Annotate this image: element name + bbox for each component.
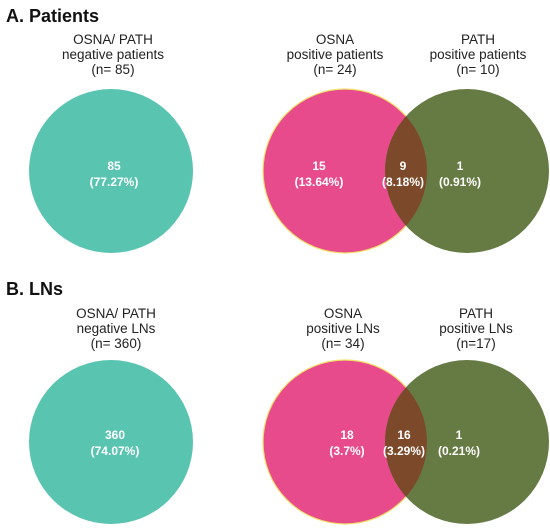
panel-a-path-label: PATH positive patients (n= 10): [430, 32, 527, 77]
label-line: OSNA/ PATH: [73, 32, 153, 47]
label-line: positive patients: [429, 47, 527, 62]
panel-a-negative-value: 85: [107, 159, 121, 173]
panel-a-osna-value: 15: [312, 159, 326, 173]
panel-b-path-label: PATH positive LNs (n=17): [439, 306, 513, 351]
label-line: OSNA: [323, 306, 363, 321]
panel-a-overlap-value: 9: [400, 159, 407, 173]
panel-a-negative-percent: (77.27%): [90, 175, 139, 189]
panel-a-osna-label: OSNA positive patients (n= 24): [287, 32, 384, 77]
label-line: OSNA/ PATH: [76, 306, 156, 321]
panel-b-negative-label: OSNA/ PATH negative LNs (n= 360): [76, 306, 156, 351]
panel-a-path-value: 1: [457, 159, 464, 173]
panel-a-path-percent: (0.91%): [439, 175, 481, 189]
label-line: positive LNs: [306, 321, 380, 336]
label-line: OSNA: [315, 32, 355, 47]
label-line: PATH: [460, 32, 495, 47]
panel-b-negative-value: 360: [105, 428, 125, 442]
panel-a-negative-circle: [29, 89, 193, 253]
panel-b-path-circle: [385, 360, 549, 524]
panel-a-overlap-percent: (8.18%): [382, 175, 424, 189]
panel-a-path-circle: [385, 89, 549, 253]
panel-b-negative-percent: (74.07%): [91, 444, 140, 458]
label-line: positive LNs: [439, 321, 513, 336]
label-line: (n= 85): [91, 62, 135, 77]
panel-b-osna-value: 18: [340, 428, 354, 442]
label-line: (n= 34): [321, 336, 365, 351]
panel-a-title: A. Patients: [6, 6, 100, 26]
panel-b-path-percent: (0.21%): [438, 444, 480, 458]
panel-b-overlap-percent: (3.29%): [383, 444, 425, 458]
panel-b-osna-label: OSNA positive LNs (n= 34): [306, 306, 380, 351]
panel-b-negative-circle: [29, 360, 193, 524]
label-line: negative LNs: [76, 321, 156, 336]
panel-b-osna-percent: (3.7%): [329, 444, 364, 458]
label-line: negative patients: [61, 47, 165, 62]
label-line: (n= 24): [313, 62, 357, 77]
panel-b-overlap-value: 16: [397, 428, 411, 442]
panel-b-title: B. LNs: [6, 279, 64, 299]
panel-b-path-value: 1: [456, 428, 463, 442]
label-line: (n= 10): [456, 62, 500, 77]
panel-a-osna-percent: (13.64%): [295, 175, 344, 189]
panel-a-negative-label: OSNA/ PATH negative patients (n= 85): [62, 32, 164, 77]
label-line: positive patients: [286, 47, 384, 62]
label-line: (n= 360): [90, 336, 142, 351]
label-line: (n=17): [456, 336, 496, 351]
label-line: PATH: [458, 306, 494, 321]
